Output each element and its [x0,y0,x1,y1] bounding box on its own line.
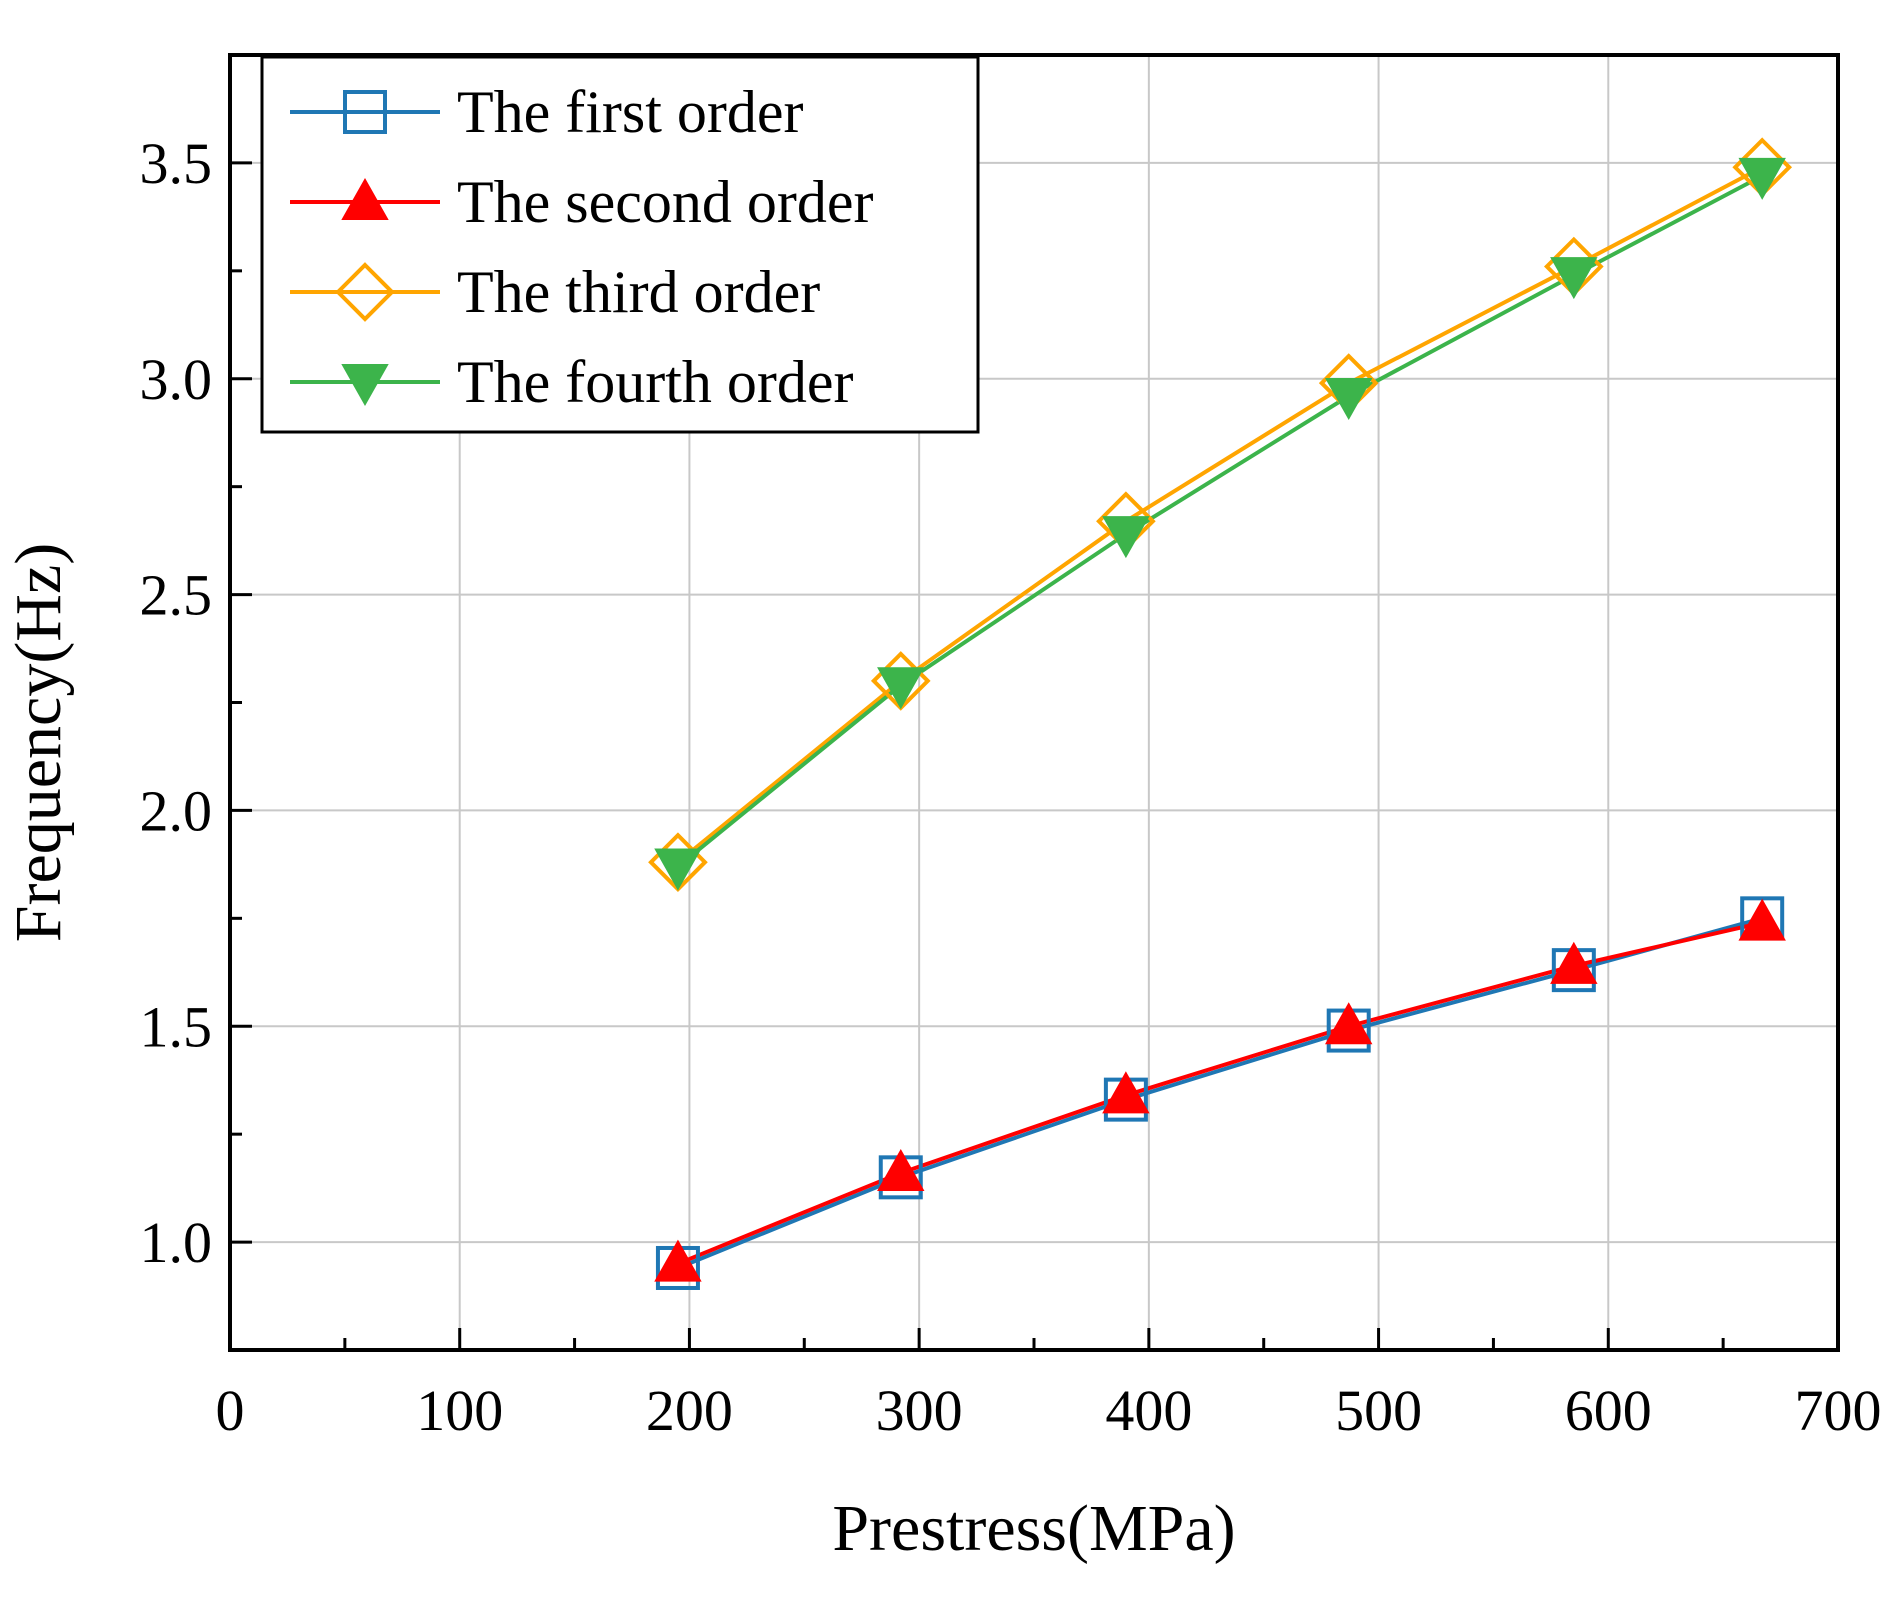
axis-ticks: 0 100 200 300 400 500 600 700 1.0 1.5 2.0 2.5 3.0 3.5 [140,53,1882,1443]
legend-label-4: The fourth order [457,349,854,415]
data-point-series-2 [1550,941,1598,984]
data-point-series-4 [1324,378,1373,421]
y-tick-label: 3.0 [140,347,213,412]
data-point-series-2 [1324,1002,1373,1045]
data-point-series-4 [654,848,702,891]
x-tick-label: 700 [1795,1378,1882,1443]
x-tick-label: 200 [646,1378,733,1443]
series-line-1 [677,916,1763,1270]
data-point-series-2 [1102,1071,1150,1114]
y-axis-title: Frequency(Hz) [2,543,75,942]
legend-label-2: The second order [457,169,874,235]
legend-marker-3 [335,262,395,322]
x-tick-label: 600 [1565,1378,1652,1443]
y-tick-label: 2.5 [140,563,213,628]
y-tick-label: 2.0 [140,778,213,843]
legend-marker-1 [343,90,387,134]
y-tick-label: 3.5 [140,131,213,196]
data-point-series-2 [1738,898,1786,941]
series-line-4 [676,174,1764,869]
legend: The first order The second order The third… [260,55,980,434]
data-point-series-2 [877,1148,925,1192]
series-lines [676,165,1764,1270]
x-tick-label: 300 [876,1378,963,1443]
x-tick-label: 400 [1105,1378,1192,1443]
y-tick-label: 1.0 [140,1210,213,1275]
data-point-series-2 [654,1239,702,1282]
data-point-series-4 [1550,257,1598,300]
data-point-series-4 [1738,157,1786,200]
data-point-series-4 [877,667,925,710]
data-point-series-4 [1102,516,1150,559]
x-tick-label: 0 [216,1378,245,1443]
x-axis-title: Prestress(MPa) [832,1492,1235,1565]
legend-label-3: The third order [457,259,820,325]
series-line-2 [677,920,1763,1266]
legend-marker-4 [341,364,389,407]
x-tick-label: 500 [1335,1378,1422,1443]
legend-marker-2 [341,177,389,220]
legend-label-1: The first order [457,79,804,145]
x-tick-label: 100 [416,1378,503,1443]
series-markers [648,137,1793,1290]
y-tick-label: 1.5 [140,994,213,1059]
series-line-3 [676,165,1764,864]
